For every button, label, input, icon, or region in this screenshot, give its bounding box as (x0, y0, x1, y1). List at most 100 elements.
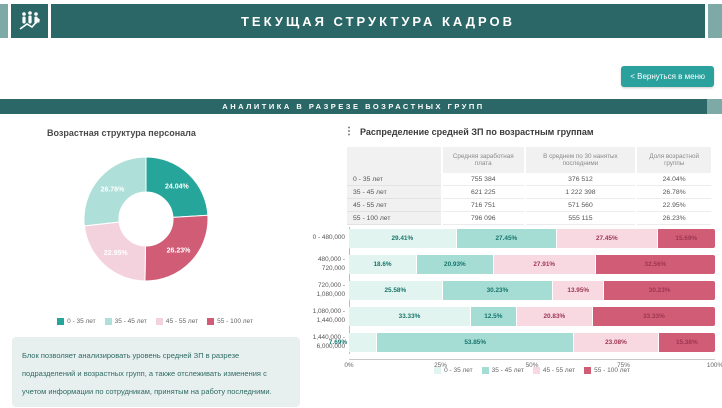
bar-segment[interactable]: 18.6% (349, 255, 418, 274)
section-band-main: АНАЛИТИКА В РАЗРЕЗЕ ВОЗРАСТНЫХ ГРУПП (0, 99, 707, 114)
bar-segment[interactable]: 23.08% (574, 333, 659, 352)
legend-item[interactable]: 35 - 45 лет (104, 318, 147, 325)
bar-row: 720,000 - 1,080,000 25.58% 30.23% 13.95% 30.… (295, 281, 715, 300)
salary-table-title: Распределение средней ЗП по возрастным г… (360, 127, 594, 137)
header-title-bar: ТЕКУЩАЯ СТРУКТУРА КАДРОВ (51, 4, 705, 38)
bar-segment[interactable]: 15.69% (657, 229, 715, 248)
kebab-menu-icon[interactable]: ⋮ (344, 126, 354, 137)
bar-segment[interactable]: 15.38% (658, 333, 715, 352)
legend-item[interactable]: 0 - 35 лет (57, 318, 96, 325)
back-to-menu-button[interactable]: < Вернуться в меню (621, 66, 714, 87)
bar-segment[interactable]: 33.33% (349, 307, 471, 326)
donut-segment[interactable] (144, 214, 209, 282)
legend-item[interactable]: 0 - 35 лет (434, 367, 473, 374)
donut-segment[interactable] (83, 221, 147, 282)
info-box: Блок позволяет анализировать уровень сре… (12, 337, 300, 407)
donut-segment-label: 26.78% (101, 187, 126, 194)
bar-segment[interactable]: 12.5% (470, 307, 517, 326)
bar-category-label: 1,080,000 - 1,440,000 (312, 307, 345, 324)
bar-segment[interactable]: 20.93% (417, 255, 494, 274)
age-group-label: 55 - 100 лет (347, 212, 441, 225)
legend-swatch (155, 318, 163, 325)
salary-table-row: 35 - 45 лет 621 225 1 222 398 26.78% (347, 186, 711, 199)
table-cell: 26.78% (637, 186, 711, 199)
donut-segment-label: 24.04% (165, 184, 190, 191)
legend-item[interactable]: 55 - 100 лет (207, 318, 253, 325)
table-cell: 555 115 (525, 212, 636, 225)
column-header-group-share: Доля возрастной группы (637, 147, 711, 173)
x-axis-tick-label: 0% (344, 362, 354, 369)
section-band-label: АНАЛИТИКА В РАЗРЕЗЕ ВОЗРАСТНЫХ ГРУПП (222, 102, 485, 111)
salary-table-body: 0 - 35 лет 755 384 376 512 24.04% 35 - 45 ле… (347, 173, 711, 225)
x-axis: 0% 25% 50% 75% 100% (344, 359, 722, 372)
legend-label: 35 - 45 лет (491, 367, 524, 374)
legend-label: 0 - 35 лет (67, 318, 96, 325)
bar-segment[interactable]: 33.33% (592, 307, 715, 326)
bar-row: 480,000 - 720,000 18.6% 20.93% 27.91% 32.56% (295, 255, 715, 274)
bar-segment-label: 53.85% (464, 339, 487, 346)
column-header-empty (347, 147, 441, 173)
app-logo[interactable] (11, 4, 48, 38)
bar-segment[interactable]: 25.58% (349, 281, 443, 300)
bar-category-label: 720,000 - 1,080,000 (316, 281, 345, 298)
table-cell: 571 560 (525, 199, 636, 212)
bar-category-label: 1,440,000 - 6,000,000 (312, 333, 345, 350)
table-cell: 376 512 (525, 173, 636, 186)
legend-item[interactable]: 55 - 100 лет (584, 367, 630, 374)
bar-segment[interactable]: 32.56% (595, 255, 715, 274)
donut-svg: 24.04% 26.23% 22.95% 26.78% (83, 156, 209, 282)
bar-track: 33.33% 12.5% 20.83% 33.33% (349, 307, 715, 326)
bar-segment-label: 30.23% (486, 287, 509, 294)
donut-segment[interactable] (83, 156, 147, 227)
bar-segment[interactable]: 29.41% (349, 229, 457, 248)
bar-segment[interactable]: 27.45% (557, 229, 658, 248)
app-header: ТЕКУЩАЯ СТРУКТУРА КАДРОВ (0, 4, 722, 38)
legend-item[interactable]: 35 - 45 лет (481, 367, 524, 374)
salary-table-row: 55 - 100 лет 796 096 555 115 26.23% (347, 212, 711, 225)
bar-row: 1,080,000 - 1,440,000 33.33% 12.5% 20.83% 33… (295, 307, 715, 326)
bar-segment-label: 27.45% (495, 235, 518, 242)
bar-segment[interactable]: 7.69% (329, 333, 378, 352)
legend-label: 35 - 45 лет (114, 318, 147, 325)
bar-track: 18.6% 20.93% 27.91% 32.56% (349, 255, 715, 274)
bar-segment-label: 23.08% (605, 339, 627, 346)
age-group-label: 0 - 35 лет (347, 173, 441, 186)
bar-segment-label: 15.69% (675, 235, 698, 242)
x-axis-tick-label: 75% (617, 362, 630, 369)
bar-segment[interactable]: 30.23% (442, 281, 554, 300)
legend-item[interactable]: 45 - 55 лет (155, 318, 199, 325)
table-cell: 24.04% (637, 173, 711, 186)
donut-segment[interactable] (145, 156, 209, 218)
donut-segment-label: 26.23% (167, 248, 192, 255)
stacked-bar-chart: 0 - 480,000 29.41% 27.45% 27.45% 15.69% 480,0… (295, 227, 722, 372)
bar-segment-label: 30.23% (648, 287, 671, 294)
page-title: ТЕКУЩАЯ СТРУКТУРА КАДРОВ (240, 13, 516, 29)
bar-segment[interactable]: 27.45% (456, 229, 558, 248)
bar-segment[interactable]: 13.95% (553, 281, 605, 300)
section-band-cap (707, 99, 722, 114)
column-header-avg-salary: Средняя заработная плата (443, 147, 524, 173)
people-growth-icon (19, 11, 40, 30)
legend-swatch (532, 367, 540, 374)
bar-segment[interactable]: 27.91% (493, 255, 596, 274)
legend-label: 45 - 55 лет (165, 318, 199, 325)
x-axis-tick-label: 25% (434, 362, 447, 369)
bar-segment-label: 12.5% (484, 313, 503, 320)
bar-segment-label: 29.41% (391, 235, 414, 242)
legend-item[interactable]: 45 - 55 лет (532, 367, 575, 374)
bar-segment[interactable]: 53.85% (377, 333, 575, 352)
bar-category-label: 0 - 480,000 (312, 234, 345, 242)
salary-table-row: 0 - 35 лет 755 384 376 512 24.04% (347, 173, 711, 186)
bar-segment-label: 20.83% (543, 313, 566, 320)
donut-chart-title: Возрастная структура персонала (47, 128, 196, 138)
bar-segment-label: 27.91% (533, 261, 556, 268)
x-axis-tick-label: 50% (525, 362, 539, 369)
legend-swatch (481, 367, 489, 374)
bar-segment-label: 13.95% (567, 287, 590, 294)
bar-track: 29.41% 27.45% 27.45% 15.69% (349, 229, 715, 248)
bar-segment[interactable]: 20.83% (516, 307, 593, 326)
bar-segment-label: 33.33% (643, 313, 665, 320)
bar-segment[interactable]: 30.23% (604, 281, 715, 300)
table-cell: 755 384 (443, 173, 524, 186)
table-cell: 796 096 (443, 212, 524, 225)
